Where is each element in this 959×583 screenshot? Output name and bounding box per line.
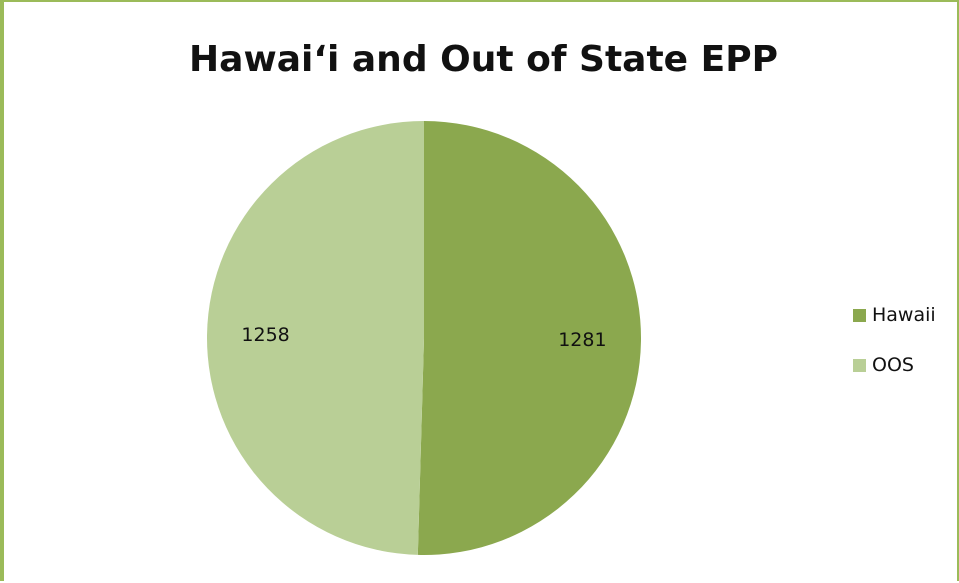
legend-label-oos: OOS [872,354,914,376]
legend: Hawaii OOS [853,302,936,402]
legend-label-hawaii: Hawaii [872,304,936,326]
legend-item-oos: OOS [853,352,936,378]
pie-slice-oos [207,121,424,555]
legend-swatch-oos [853,358,866,372]
chart-title: Hawai‘i and Out of State EPP [189,39,778,80]
data-label-oos: 1258 [241,324,289,346]
pie-chart: 1281 1258 [207,120,642,556]
data-label-hawaii: 1281 [558,329,606,351]
legend-item-hawaii: Hawaii [853,302,936,328]
pie-slice-hawaii [417,120,642,556]
legend-swatch-hawaii [853,308,866,322]
